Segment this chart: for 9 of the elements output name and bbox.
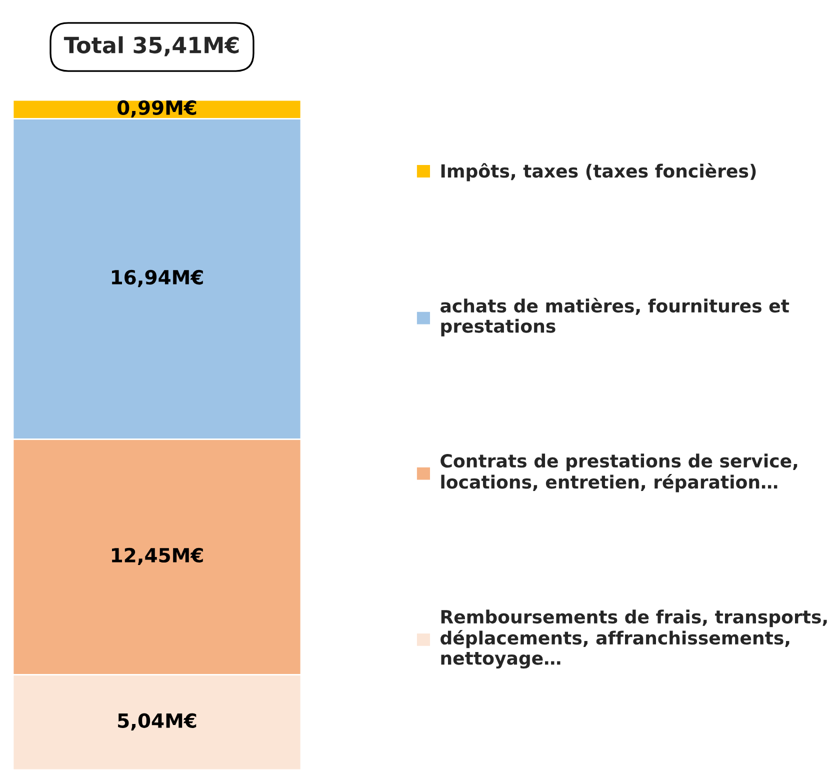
data-label: 5,04M€ bbox=[118, 713, 196, 730]
legend-label: Impôts, taxes (taxes foncières) bbox=[441, 163, 756, 182]
legend-label: Contrats de prestations de service, locations, entretien, réparation… bbox=[440, 454, 798, 492]
legend-label: achats de matières, fournitures et prestations bbox=[440, 298, 790, 336]
data-label: 0,99M€ bbox=[118, 100, 196, 118]
total-label: Total 35,41M€ bbox=[64, 36, 239, 56]
data-label: 16,94M€ bbox=[112, 270, 203, 288]
legend-label: Remboursements de frais, transports, déplacements, affranchissements, nettoyage… bbox=[440, 610, 827, 669]
data-label: 12,45M€ bbox=[112, 548, 203, 566]
